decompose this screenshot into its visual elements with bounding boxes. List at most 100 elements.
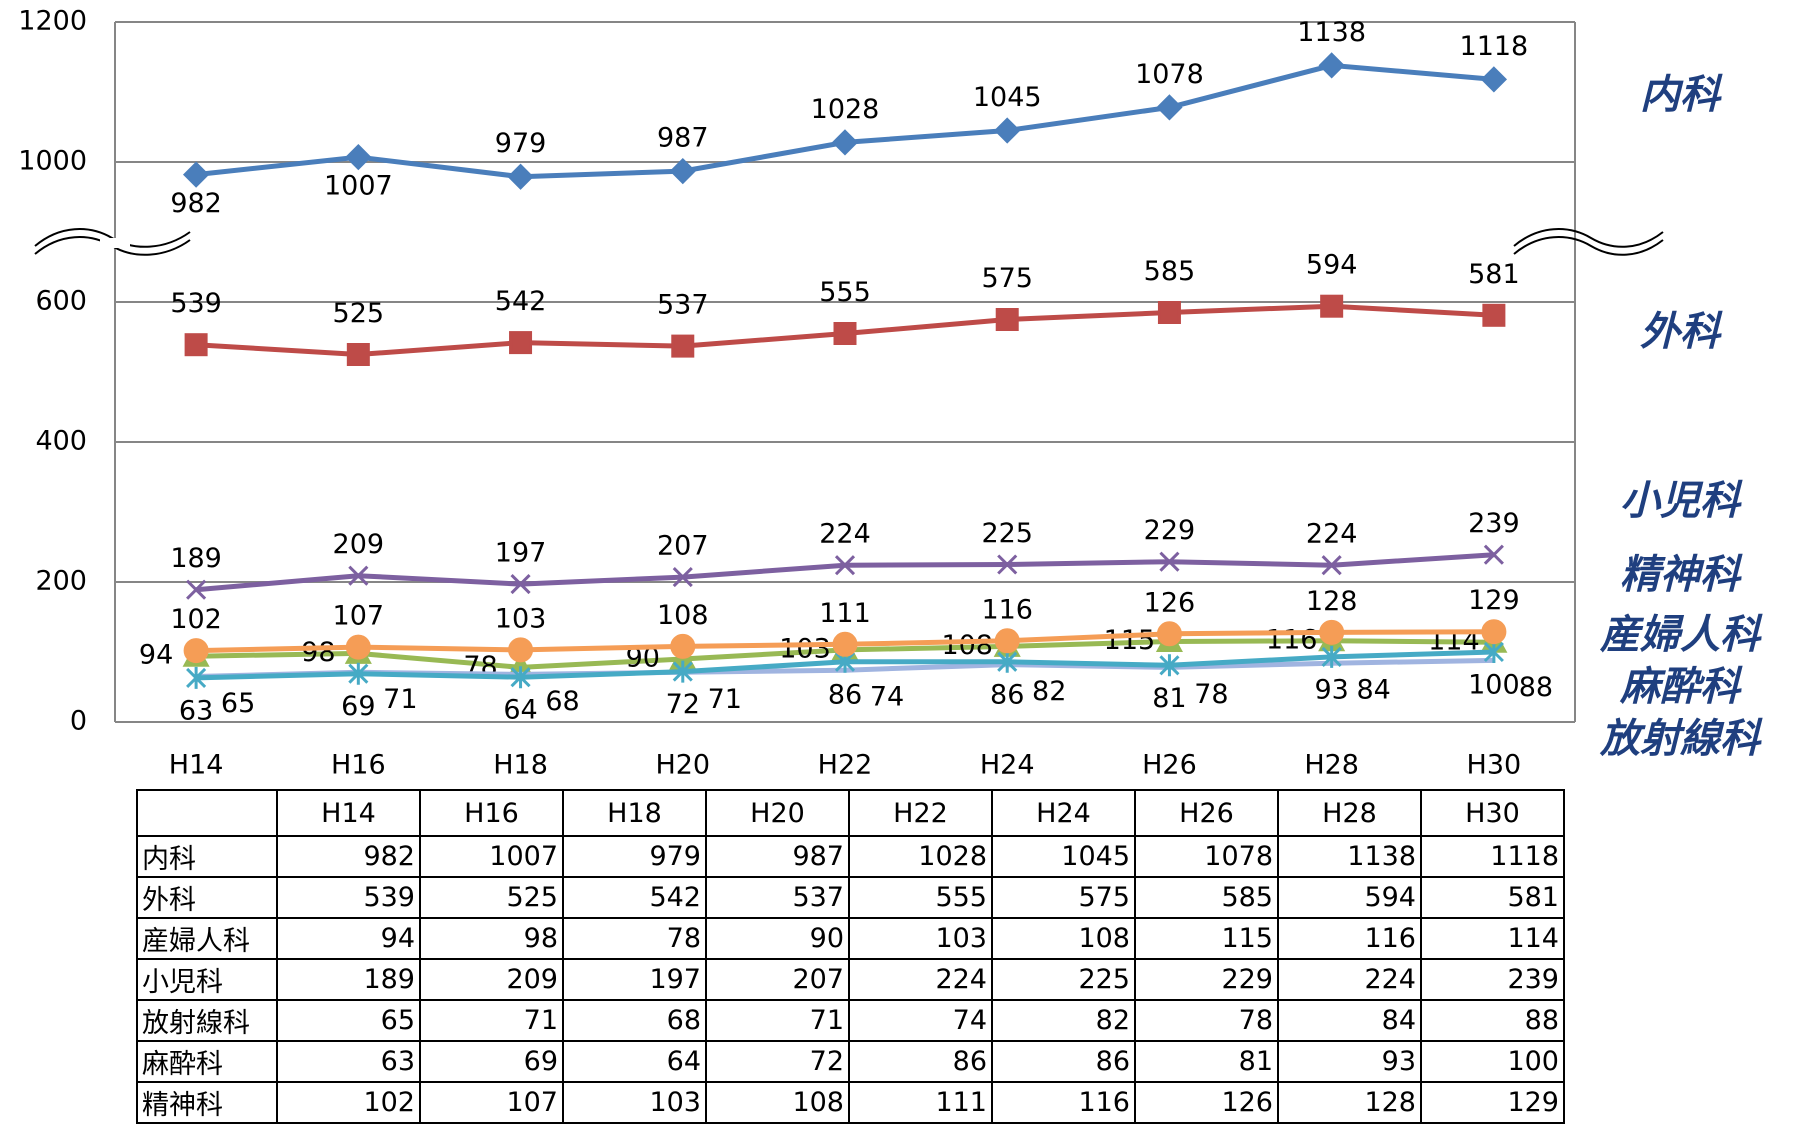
marker [672, 660, 693, 683]
data-label: 1028 [811, 94, 880, 125]
data-label: 94 [139, 640, 173, 671]
data-label: 1138 [1297, 17, 1366, 48]
table-cell: 放射線科 [136, 999, 278, 1042]
data-table: H14 H16 H18 H20 H22 H24 H26 H28 H30 内科 982 1007 979 9… [136, 789, 1565, 1124]
marker [510, 666, 531, 689]
table-cell: 209 [419, 958, 564, 1001]
data-label: 189 [170, 543, 222, 574]
chart: 0 200 400 600 1000 1200 H14 H16 H18 H20 H22 H24 H26 H… [18, 6, 1763, 781]
x-tick-label: H16 [331, 750, 386, 781]
data-label: 86 [828, 679, 862, 710]
table-cell: 93 [1277, 1040, 1422, 1083]
data-label: 225 [981, 518, 1033, 549]
table-cell: 224 [1277, 958, 1422, 1001]
data-label: 239 [1468, 508, 1520, 539]
marker [671, 334, 695, 358]
table-cell: H30 [1420, 789, 1565, 837]
data-label: 207 [657, 531, 709, 562]
data-label: 581 [1468, 259, 1520, 290]
data-label: 108 [657, 600, 709, 631]
data-label: 63 [179, 695, 213, 726]
marker [1159, 551, 1180, 572]
table-cell: 542 [562, 876, 707, 919]
table-cell: 精神科 [136, 1081, 278, 1124]
marker [507, 163, 534, 190]
legend-label: 産婦人科 [1599, 612, 1763, 658]
data-label: 594 [1306, 250, 1358, 281]
table-cell: 537 [705, 876, 850, 919]
marker [1480, 66, 1508, 93]
x-tick-label: H22 [818, 750, 873, 781]
y-tick-label: 600 [35, 286, 87, 317]
table-cell: 128 [1277, 1081, 1422, 1124]
data-label: 71 [708, 684, 742, 715]
legend-label: 外科 [1640, 309, 1723, 355]
table-cell: H20 [705, 789, 850, 837]
table-row: 外科 539 525 542 537 555 575 585 594 581 [136, 876, 1565, 919]
data-label: 103 [495, 603, 547, 634]
data-label: 93 [1314, 674, 1348, 705]
marker [1157, 301, 1181, 324]
marker [186, 666, 207, 689]
table-cell: 575 [991, 876, 1136, 919]
table-cell: 108 [991, 917, 1136, 960]
data-label: 86 [990, 679, 1024, 710]
table-cell: 116 [991, 1081, 1136, 1124]
table-cell: 979 [562, 835, 707, 878]
legend-label: 内科 [1640, 72, 1723, 118]
data-label: 229 [1144, 515, 1196, 546]
data-label: 128 [1306, 586, 1358, 617]
data-label: 74 [870, 682, 904, 713]
table-cell: 86 [848, 1040, 993, 1083]
marker [1156, 94, 1183, 121]
table-cell: 126 [1134, 1081, 1279, 1124]
table-cell: 224 [848, 958, 993, 1001]
data-label: 115 [1104, 625, 1156, 656]
table-cell: 229 [1134, 958, 1279, 1001]
marker [510, 574, 531, 595]
legend-label: 麻酔科 [1619, 664, 1743, 710]
marker [832, 631, 858, 657]
x-tick-label: H24 [980, 750, 1035, 781]
data-label: 525 [333, 298, 385, 329]
table-row: 麻酔科 63 69 64 72 86 86 81 93 100 [136, 1040, 1565, 1083]
data-label: 81 [1152, 683, 1186, 714]
data-label: 979 [495, 128, 547, 159]
table-cell: H16 [419, 789, 564, 837]
marker [1321, 645, 1342, 668]
table-cell: 71 [705, 999, 850, 1042]
table-cell: 189 [276, 958, 421, 1001]
table-cell: 88 [1420, 999, 1565, 1042]
marker [345, 143, 372, 171]
table-cell: 111 [848, 1081, 993, 1124]
x-tick-label: H14 [169, 750, 224, 781]
table-cell: 98 [419, 917, 564, 960]
table-cell: 1045 [991, 835, 1136, 878]
data-label: 197 [495, 538, 547, 569]
table-cell: 982 [276, 835, 421, 878]
legend-label: 精神科 [1620, 552, 1743, 598]
marker [186, 579, 207, 600]
table-cell: 74 [848, 999, 993, 1042]
table-row: 小児科 189 209 197 207 224 225 229 224 239 [136, 958, 1565, 1001]
table-cell: 69 [419, 1040, 564, 1083]
y-tick-label: 1000 [18, 146, 87, 177]
data-label: 1118 [1460, 31, 1529, 62]
table-cell: 100 [1420, 1040, 1565, 1083]
y-tick-label: 200 [35, 566, 87, 597]
marker [1156, 621, 1182, 647]
table-cell: 65 [276, 999, 421, 1042]
marker [834, 555, 856, 576]
marker [348, 565, 369, 586]
table-row: 産婦人科 94 98 78 90 103 108 115 116 114 [136, 917, 1565, 960]
table-cell: H26 [1134, 789, 1279, 837]
table-cell: 103 [848, 917, 993, 960]
table-row: 放射線科 65 71 68 71 74 82 78 84 88 [136, 999, 1565, 1042]
table-cell: 225 [991, 958, 1136, 1001]
marker [509, 331, 533, 355]
table-row: 内科 982 1007 979 987 1028 1045 1078 1138 1118 [136, 835, 1565, 878]
table-cell: 108 [705, 1081, 850, 1124]
table-cell: 68 [562, 999, 707, 1042]
table-cell: 1138 [1277, 835, 1422, 878]
